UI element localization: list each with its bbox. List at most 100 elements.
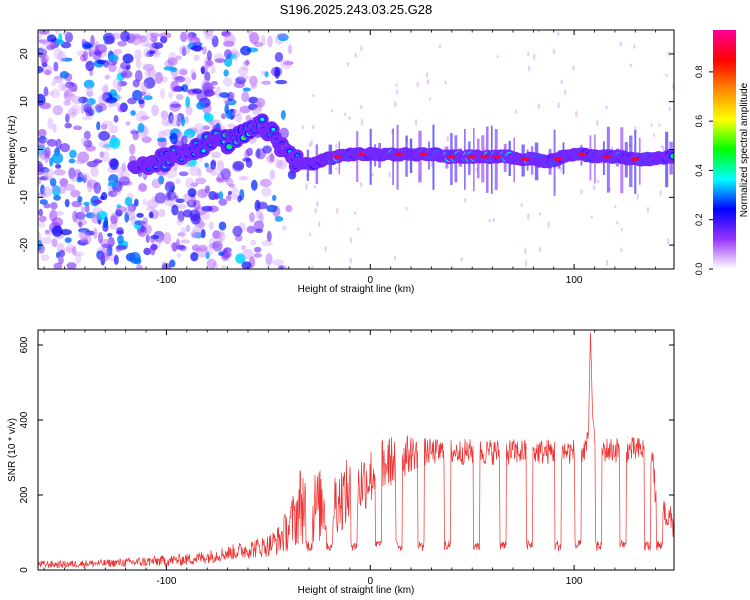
spectrogram-noise-blob	[47, 91, 55, 96]
spectrogram-ridge-blob	[295, 153, 300, 157]
spectrogram-noise-blob	[241, 64, 249, 71]
spectrogram-sparse-dot	[416, 81, 419, 88]
spectrogram-noise-blob	[117, 80, 128, 87]
spectrogram-noise-blob	[104, 35, 115, 45]
spectrogram-noise-blob	[124, 204, 134, 216]
spectrogram-noise-blob	[70, 189, 81, 198]
spectrogram-y-tick-label: -20	[19, 237, 30, 252]
spectrogram-sparse-dot	[463, 198, 467, 203]
spectrogram-noise-blob	[163, 199, 175, 206]
spectrogram-noise-blob	[52, 123, 57, 134]
spectrogram-sparse-dot	[524, 259, 528, 267]
spectrogram-noise-blob	[117, 82, 122, 93]
spectrogram-noise-blob	[65, 113, 70, 123]
spectrogram-noise-blob	[171, 242, 178, 252]
spectrogram-noise-blob	[151, 104, 160, 117]
spectrogram-noise-blob	[58, 249, 66, 258]
spectrogram-noise-blob	[92, 199, 103, 204]
spectrogram-noise-blob	[94, 102, 107, 112]
spectrogram-noise-blob	[51, 225, 63, 237]
spectrogram-ridge-blob	[227, 145, 232, 149]
spectrogram-noise-blob	[64, 183, 76, 191]
spectrogram-noise-blob	[175, 94, 184, 100]
spectrogram-noise-blob	[137, 122, 145, 133]
spectrogram-noise-blob	[57, 51, 66, 63]
spectrogram-noise-blob	[190, 182, 199, 187]
spectrogram-sparse-dot	[492, 217, 496, 223]
spectrogram-noise-blob	[177, 232, 185, 237]
spectrogram-noise-blob	[204, 34, 216, 40]
spectrogram-noise-blob	[117, 40, 127, 47]
spectrogram-noise-blob	[38, 46, 47, 54]
spectrogram-noise-blob	[47, 117, 54, 130]
spectrogram-noise-blob	[57, 184, 67, 194]
spectrogram-noise-blob	[91, 211, 97, 222]
spectrogram-noise-blob	[39, 176, 49, 181]
spectrogram-noise-blob	[197, 188, 208, 199]
spectrogram-noise-blob	[146, 199, 159, 210]
spectrogram-noise-blob	[38, 164, 44, 176]
spectrogram-sparse-dot	[354, 211, 357, 215]
snr-x-tick-label: 0	[367, 576, 373, 587]
spectrogram-noise-blob	[223, 69, 229, 77]
spectrogram-noise-blob	[169, 114, 181, 127]
spectrogram-sparse-dot	[414, 119, 418, 126]
spectrogram-noise-blob	[69, 149, 77, 159]
spectrogram-noise-blob	[178, 171, 189, 177]
spectrogram-noise-blob	[39, 199, 48, 205]
spectrogram-sparse-dot	[538, 211, 541, 216]
spectrogram-noise-blob	[101, 120, 113, 127]
spectrogram-noise-blob	[75, 211, 86, 220]
spectrogram-sparse-dot	[314, 208, 317, 214]
spectrogram-noise-blob	[135, 110, 148, 122]
spectrogram-noise-blob	[175, 178, 181, 185]
figure-title: S196.2025.243.03.25.G28	[280, 2, 433, 17]
spectrogram-sparse-dot	[667, 51, 670, 58]
spectrogram-sparse-dot	[371, 172, 375, 177]
spectrogram-noise-blob	[79, 172, 89, 178]
spectrogram-noise-blob	[54, 48, 63, 60]
spectrogram-noise-blob	[38, 39, 50, 44]
spectrogram-noise-blob	[165, 191, 171, 201]
spectrogram-noise-blob	[52, 105, 63, 116]
spectrogram-noise-blob	[116, 230, 124, 235]
spectrogram-sparse-dot	[438, 44, 442, 49]
colorbar-tick-label: 0.0	[694, 263, 704, 276]
spectrogram-y-tick-label: 10	[19, 96, 30, 108]
spectrogram-sparse-dot	[317, 221, 321, 227]
spectrogram-noise-blob	[160, 110, 169, 121]
colorbar-tick-label: 0.6	[694, 115, 704, 128]
spectrogram-sparse-dot	[619, 41, 622, 48]
spectrogram-noise-blob	[219, 92, 230, 98]
spectrogram-noise-blob	[68, 158, 76, 164]
spectrogram-noise-blob	[86, 91, 94, 97]
spectrogram-noise-blob	[53, 169, 66, 176]
spectrogram-noise-blob	[245, 157, 253, 169]
spectrogram-sparse-dot	[668, 107, 672, 112]
spectrogram-noise-blob	[130, 110, 136, 116]
spectrogram-noise-blob	[232, 160, 245, 171]
spectrogram-noise-blob	[121, 162, 126, 172]
spectrogram-noise-blob	[49, 177, 57, 187]
spectrogram-noise-blob	[197, 168, 202, 178]
spectrogram-sparse-dot	[634, 126, 637, 131]
spectrogram-noise-blob	[143, 247, 151, 256]
spectrogram-sparse-dot	[552, 48, 556, 55]
spectrogram-peak	[468, 154, 477, 159]
spectrogram-noise-blob	[59, 71, 69, 79]
spectrogram-noise-blob	[113, 115, 119, 123]
spectrogram-x-tick-label: 100	[566, 275, 583, 286]
spectrogram-noise-blob	[61, 83, 74, 92]
spectrogram-noise-blob	[192, 226, 204, 232]
spectrogram-sparse-dot	[496, 55, 499, 59]
spectrogram-noise-blob	[272, 194, 277, 201]
spectrogram-noise-blob	[117, 234, 124, 245]
spectrogram-noise-blob	[213, 194, 219, 200]
spectrogram-noise-blob	[68, 82, 78, 92]
spectrogram-noise-blob	[204, 162, 209, 168]
spectrogram-sparse-dot	[360, 45, 363, 52]
spectrogram-noise-blob	[99, 151, 105, 159]
spectrogram-noise-blob	[200, 66, 205, 75]
spectrogram-y-label: Frequency (Hz)	[7, 116, 18, 185]
snr-x-label: Height of straight line (km)	[298, 585, 415, 596]
